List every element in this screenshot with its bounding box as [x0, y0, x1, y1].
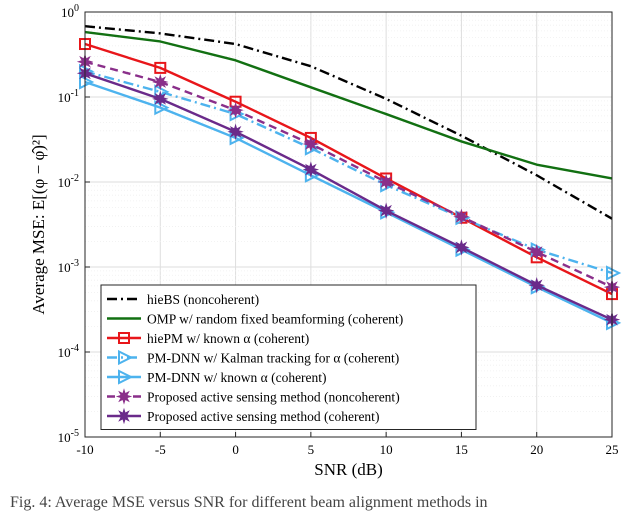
data-point — [152, 90, 169, 108]
x-tick-label: -10 — [76, 442, 93, 457]
y-tick-label: 100 — [61, 3, 79, 20]
legend-item: OMP w/ random fixed beamforming (coheren… — [107, 312, 403, 327]
data-point — [227, 101, 244, 119]
data-point — [528, 277, 545, 294]
series-7 — [76, 65, 621, 328]
legend: hieBS (noncoherent) OMP w/ random fixed b… — [100, 284, 477, 430]
data-point — [377, 202, 395, 219]
series-layer — [76, 25, 622, 331]
legend-item: PM-DNN w/ Kalman tracking for α (coheren… — [107, 349, 399, 366]
legend-label: hiePM w/ known α (coherent) — [147, 331, 309, 346]
data-point — [453, 239, 470, 256]
legend-label: PM-DNN w/ Kalman tracking for α (coheren… — [147, 351, 399, 366]
x-axis-label: SNR (dB) — [314, 460, 382, 479]
axes: -10 -5 0 5 10 15 20 25 10-5 10-4 10-3 10-2 10-1 100 — [58, 3, 619, 457]
y-axis-label: Average MSE: E[(φ − φ̂)²] — [29, 134, 48, 314]
data-point — [154, 61, 167, 74]
series-line — [84, 42, 613, 296]
legend-item: hiePM w/ known α (coherent) — [107, 331, 309, 346]
legend-label: hieBS (noncoherent) — [147, 292, 259, 307]
legend-label: PM-DNN w/ known α (coherent) — [147, 370, 327, 385]
series-line — [84, 72, 613, 321]
legend-marker — [115, 407, 133, 425]
series-1 — [84, 25, 613, 220]
data-point — [302, 161, 320, 178]
series-6 — [76, 53, 621, 296]
legend-item: hieBS (noncoherent) — [107, 292, 259, 307]
series-line — [84, 30, 613, 180]
legend-box — [100, 284, 477, 430]
legend-label: Proposed active sensing method (coherent… — [147, 409, 379, 424]
x-tick-label: 0 — [232, 442, 239, 457]
y-tick-label: 10-5 — [58, 428, 79, 445]
series-2 — [84, 30, 613, 180]
data-point — [377, 173, 395, 191]
figure-caption: Fig. 4: Average MSE versus SNR for diffe… — [10, 494, 488, 511]
data-point — [79, 74, 95, 90]
x-tick-label: -5 — [155, 442, 166, 457]
x-tick-label: 10 — [380, 442, 393, 457]
series-line — [84, 25, 613, 220]
plot-frame — [84, 11, 613, 438]
legend-label: Proposed active sensing method (noncoher… — [147, 390, 400, 405]
data-point — [606, 265, 622, 281]
legend-marker — [118, 332, 130, 344]
x-tick-label: 15 — [455, 442, 468, 457]
legend-label: OMP w/ random fixed beamforming (coheren… — [147, 312, 403, 327]
legend-marker — [118, 349, 134, 366]
y-tick-label: 10-4 — [58, 343, 79, 360]
y-tick-label: 10-2 — [58, 173, 79, 190]
data-point — [227, 123, 244, 140]
x-tick-label: 5 — [308, 442, 315, 457]
legend-marker — [115, 388, 133, 405]
legend-marker — [118, 369, 134, 385]
data-point — [154, 100, 170, 116]
data-point — [302, 135, 320, 153]
series-line — [84, 80, 613, 324]
data-point — [528, 243, 545, 261]
chart: -10 -5 0 5 10 15 20 25 10-5 10-4 10-3 10-2 10-1 100 h… — [29, 3, 622, 479]
legend-item: PM-DNN w/ known α (coherent) — [107, 369, 327, 385]
x-tick-label: 25 — [606, 442, 619, 457]
legend-item: Proposed active sensing method (noncoher… — [107, 388, 400, 405]
series-line — [84, 70, 613, 275]
data-point — [152, 73, 169, 91]
y-tick-label: 10-3 — [58, 258, 79, 275]
y-tick-label: 10-1 — [58, 88, 79, 105]
series-line — [84, 60, 613, 289]
data-point — [453, 208, 470, 225]
x-tick-label: 20 — [530, 442, 543, 457]
legend-item: Proposed active sensing method (coherent… — [107, 407, 379, 425]
